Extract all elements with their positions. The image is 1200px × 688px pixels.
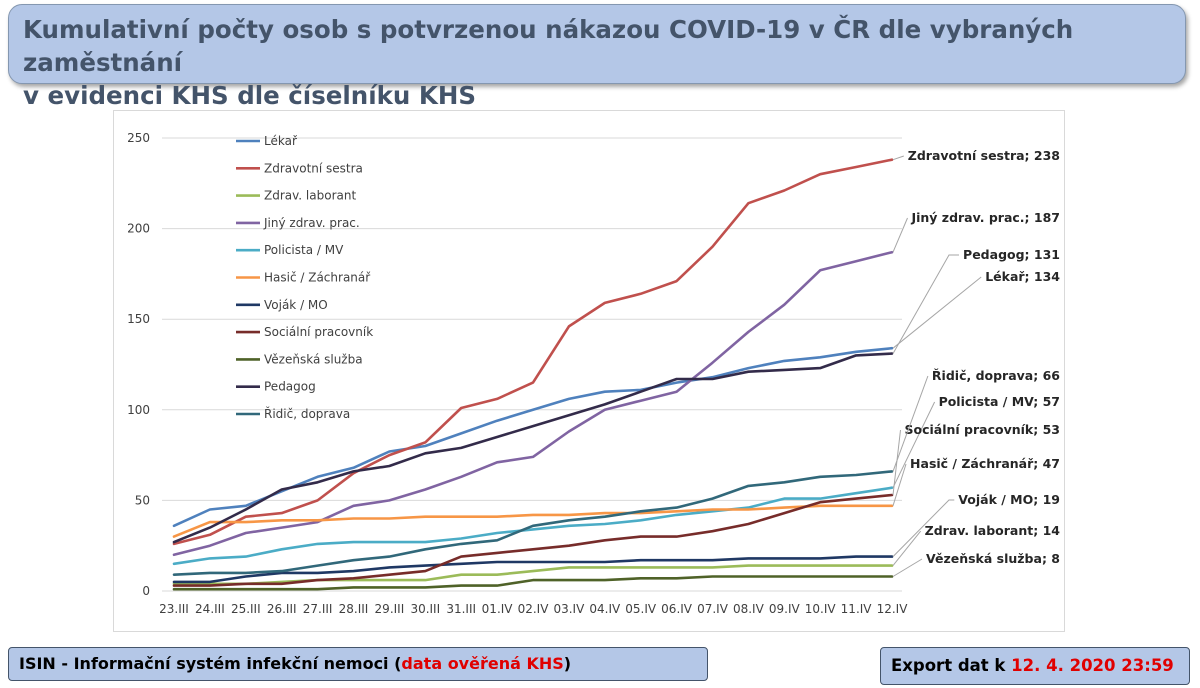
- leader-line-zdravotni-sestra: [892, 155, 904, 161]
- title-line-1: Kumulativní počty osob s potvrzenou náka…: [23, 15, 1074, 77]
- legend-label-ridic-doprava: Řidič, doprava: [264, 406, 350, 421]
- x-tick-label: 11.IV: [841, 602, 873, 616]
- source-prefix: ISIN - Informační systém infekční nemoci…: [19, 654, 402, 673]
- x-tick-label: 02.IV: [518, 602, 550, 616]
- x-tick-label: 29.III: [375, 602, 405, 616]
- data-label-vojak-mo: Voják / MO; 19: [958, 492, 1060, 507]
- series-line-jiny-zdrav-prac: [172, 250, 894, 557]
- export-banner: Export dat k 12. 4. 2020 23:59: [880, 647, 1190, 685]
- x-tick-label: 12.IV: [877, 602, 909, 616]
- y-tick-label: 100: [127, 403, 150, 417]
- series-line-vezenska-sluzba: [172, 575, 894, 591]
- data-label-lekar: Lékař; 134: [985, 269, 1060, 284]
- x-tick-label: 08.IV: [733, 602, 765, 616]
- leader-line-ridic-doprava: [892, 375, 929, 472]
- series-line-vojak-mo: [172, 555, 894, 584]
- source-text: ISIN - Informační systém infekční nemoci…: [19, 654, 571, 673]
- leader-line-zdrav-laborant: [892, 530, 922, 566]
- data-label-jiny-zdrav-prac: Jiný zdrav. prac.; 187: [910, 210, 1060, 225]
- x-tick-label: 09.IV: [769, 602, 801, 616]
- x-tick-label: 10.IV: [805, 602, 837, 616]
- legend-label-vezenska-sluzba: Vězeňská služba: [264, 352, 363, 366]
- y-tick-label: 200: [127, 222, 150, 236]
- leader-line-jiny-zdrav-prac: [892, 217, 908, 253]
- series-line-zdravotni-sestra: [172, 158, 894, 546]
- data-label-pedagog: Pedagog; 131: [963, 247, 1060, 262]
- line-chart: 0 50 100 150 200 250 23.III 24.III 25.III 26.III 2…: [127, 131, 1061, 616]
- source-highlight: data ověřená KHS: [401, 654, 564, 673]
- x-tick-label: 07.IV: [697, 602, 729, 616]
- leader-line-pedagog: [892, 254, 959, 354]
- legend-label-vojak-mo: Voják / MO: [264, 298, 328, 312]
- data-label-vezenska-sluzba: Vězeňská služba; 8: [926, 551, 1060, 566]
- x-tick-label: 06.IV: [661, 602, 693, 616]
- export-datetime: 12. 4. 2020 23:59: [1011, 656, 1174, 675]
- y-tick-label: 0: [142, 584, 150, 598]
- series-line-pedagog: [172, 352, 894, 544]
- series-line-socialni-pracovnik: [172, 493, 894, 587]
- title-line-2: v evidenci KHS dle číselníku KHS: [23, 81, 477, 110]
- x-tick-label: 24.III: [195, 602, 225, 616]
- data-label-socialni-pracovnik: Sociální pracovník; 53: [905, 422, 1060, 437]
- source-suffix: ): [563, 654, 572, 673]
- y-tick-label: 150: [127, 312, 150, 326]
- series-line-ridic-doprava: [172, 470, 894, 577]
- x-tick-label: 01.IV: [482, 602, 514, 616]
- y-tick-label: 50: [135, 493, 150, 507]
- x-tick-label: 26.III: [267, 602, 297, 616]
- x-tick-label: 04.IV: [589, 602, 621, 616]
- title-banner: Kumulativní počty osob s potvrzenou náka…: [8, 4, 1186, 110]
- chart-frame: 0 50 100 150 200 250 23.III 24.III 25.III 26.III 2…: [113, 110, 1065, 632]
- data-label-zdravotni-sestra: Zdravotní sestra; 238: [908, 148, 1060, 163]
- legend-label-socialni-pracovnik: Sociální pracovník: [264, 325, 373, 339]
- data-label-policista-mv: Policista / MV; 57: [939, 394, 1060, 409]
- leader-line-vojak-mo: [892, 499, 955, 557]
- export-text: Export dat k 12. 4. 2020 23:59: [891, 656, 1174, 675]
- x-tick-label: 28.III: [339, 602, 369, 616]
- data-label-hasic-zachranar: Hasič / Záchranář; 47: [910, 456, 1060, 471]
- legend-label-hasic-zachranar: Hasič / Záchranář: [264, 271, 371, 285]
- data-label-zdrav-laborant: Zdrav. laborant; 14: [925, 523, 1061, 538]
- export-prefix: Export dat k: [891, 656, 1012, 675]
- x-tick-label: 23.III: [159, 602, 189, 616]
- leader-line-policista-mv: [892, 401, 936, 488]
- source-banner: ISIN - Informační systém infekční nemoci…: [8, 647, 708, 681]
- x-tick-label: 27.III: [303, 602, 333, 616]
- x-tick-label: 30.III: [410, 602, 440, 616]
- legend-label-pedagog: Pedagog: [264, 380, 316, 394]
- data-label-ridic-doprava: Řidič, doprava; 66: [932, 368, 1060, 383]
- legend-label-jiny-zdrav-prac: Jiný zdrav. prac.: [263, 216, 360, 230]
- leader-line-vezenska-sluzba: [892, 558, 923, 577]
- leader-line-hasic-zachranar: [892, 463, 907, 506]
- legend-label-zdravotni-sestra: Zdravotní sestra: [264, 161, 363, 175]
- page-title: Kumulativní počty osob s potvrzenou náka…: [23, 13, 1171, 112]
- legend-label-lekar: Lékař: [264, 134, 298, 148]
- x-tick-label: 03.IV: [553, 602, 585, 616]
- x-tick-label: 25.III: [231, 602, 261, 616]
- series-line-hasic-zachranar: [172, 504, 894, 538]
- leader-line-lekar: [892, 276, 982, 349]
- y-tick-label: 250: [127, 131, 150, 145]
- x-tick-label: 05.IV: [625, 602, 657, 616]
- legend-label-zdrav-laborant: Zdrav. laborant: [264, 189, 356, 203]
- series-line-policista-mv: [172, 486, 894, 566]
- x-tick-label: 31.III: [446, 602, 476, 616]
- legend-label-policista-mv: Policista / MV: [264, 243, 344, 257]
